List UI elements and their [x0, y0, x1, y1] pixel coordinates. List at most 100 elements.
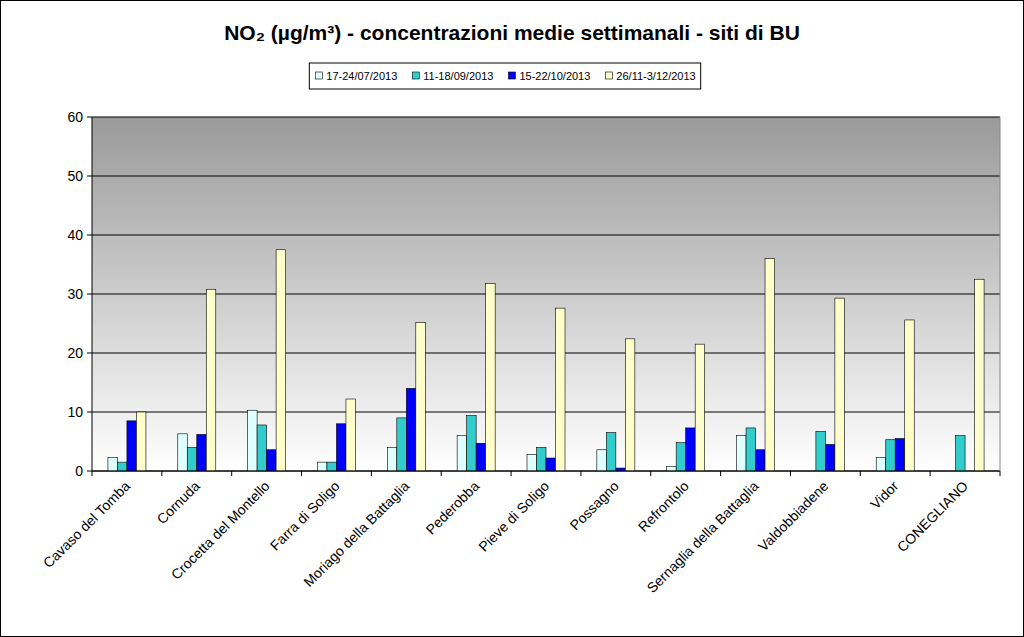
- bar: [835, 298, 845, 471]
- bar: [606, 433, 616, 471]
- grid-line: [92, 471, 1000, 472]
- category-label: Pederobba: [423, 478, 483, 538]
- title: NO₂ (µg/m³) - concentrazioni medie setti…: [224, 21, 800, 44]
- bar: [108, 457, 118, 471]
- legend-label: 15-22/10/2013: [519, 70, 590, 82]
- grid-line: [92, 294, 1000, 295]
- frame: [1, 1, 1024, 637]
- tick: [87, 176, 92, 177]
- bar: [737, 436, 747, 471]
- category-label: Cavaso del Tomba: [40, 478, 133, 571]
- legend-swatch: [605, 72, 612, 79]
- x-tick: [580, 471, 581, 476]
- bar: [825, 444, 835, 471]
- tick-label: 20: [67, 345, 83, 361]
- bar: [975, 279, 985, 471]
- bar: [136, 412, 146, 471]
- bar: [397, 418, 407, 471]
- bar: [537, 447, 547, 471]
- grid-line: [92, 235, 1000, 236]
- category-label: Possagno: [567, 478, 622, 533]
- bar: [346, 399, 356, 471]
- tick: [87, 294, 92, 295]
- bar: [667, 466, 677, 471]
- bar: [895, 439, 905, 471]
- bar: [206, 289, 216, 471]
- bar: [686, 428, 696, 471]
- bar: [178, 434, 188, 471]
- category-label: Vidor: [867, 478, 901, 512]
- bar: [406, 388, 416, 471]
- bar: [387, 447, 397, 471]
- bar: [886, 440, 896, 471]
- bar: [416, 322, 426, 471]
- legend: 17-24/07/2013 11-18/09/2013 15-22/10/2013 2…: [309, 63, 700, 89]
- bar: [486, 283, 496, 471]
- x-tick: [231, 471, 232, 476]
- x-tick: [650, 471, 651, 476]
- bar: [625, 339, 635, 471]
- legend-label: 11-18/09/2013: [423, 70, 493, 82]
- bar: [327, 462, 337, 471]
- bar: [127, 421, 137, 471]
- tick-label: 10: [67, 404, 83, 420]
- category-label: Pieve di Soligo: [475, 478, 552, 555]
- bar: [467, 416, 477, 471]
- bar: [756, 450, 766, 471]
- bar: [276, 250, 286, 471]
- bar: [117, 462, 127, 471]
- legend-box: [309, 63, 700, 89]
- grid-line: [92, 412, 1000, 413]
- bar: [816, 431, 826, 471]
- grid-line: [92, 176, 1000, 177]
- bar: [556, 308, 566, 471]
- bar: [336, 424, 346, 471]
- x-tick: [1000, 471, 1001, 476]
- x-tick: [790, 471, 791, 476]
- legend-label: 17-24/07/2013: [326, 70, 397, 82]
- bar: [876, 457, 886, 471]
- bar: [765, 259, 775, 471]
- tick: [87, 117, 92, 118]
- legend-swatch: [508, 72, 515, 79]
- bar: [676, 443, 686, 471]
- x-tick: [161, 471, 162, 476]
- x-tick: [930, 471, 931, 476]
- bar: [257, 425, 267, 471]
- category-label: CONEGLIANO: [894, 478, 971, 555]
- bar: [695, 344, 705, 471]
- legend-label: 26/11-3/12/2013: [616, 70, 695, 82]
- bar: [476, 443, 486, 471]
- x-tick: [860, 471, 861, 476]
- bar: [187, 447, 197, 471]
- bar: [546, 458, 556, 471]
- bar: [267, 450, 277, 471]
- category-label: Cornuda: [154, 478, 203, 527]
- x-tick: [371, 471, 372, 476]
- bar: [248, 410, 258, 471]
- grid-line: [92, 353, 1000, 354]
- x-tick: [441, 471, 442, 476]
- category-label: Crocetta del Montello: [168, 478, 273, 583]
- tick: [87, 471, 92, 472]
- bar: [746, 428, 756, 471]
- legend-swatch: [315, 72, 322, 79]
- bar: [597, 450, 607, 471]
- bars: [108, 250, 984, 471]
- x-tick: [92, 471, 93, 476]
- tick: [87, 235, 92, 236]
- tick-label: 0: [75, 463, 83, 479]
- x-axis: [92, 471, 1000, 472]
- category-label: Moriago della Battaglia: [300, 478, 412, 590]
- tick-label: 50: [67, 168, 83, 184]
- plot-edge: [1000, 117, 1001, 471]
- x-tick: [720, 471, 721, 476]
- x-tick: [511, 471, 512, 476]
- x-tick: [301, 471, 302, 476]
- bar: [527, 454, 537, 471]
- category-label: Sernaglia della Battaglia: [644, 478, 762, 596]
- bar: [956, 436, 966, 471]
- tick-label: 40: [67, 227, 83, 243]
- tick: [87, 412, 92, 413]
- tick-label: 30: [67, 286, 83, 302]
